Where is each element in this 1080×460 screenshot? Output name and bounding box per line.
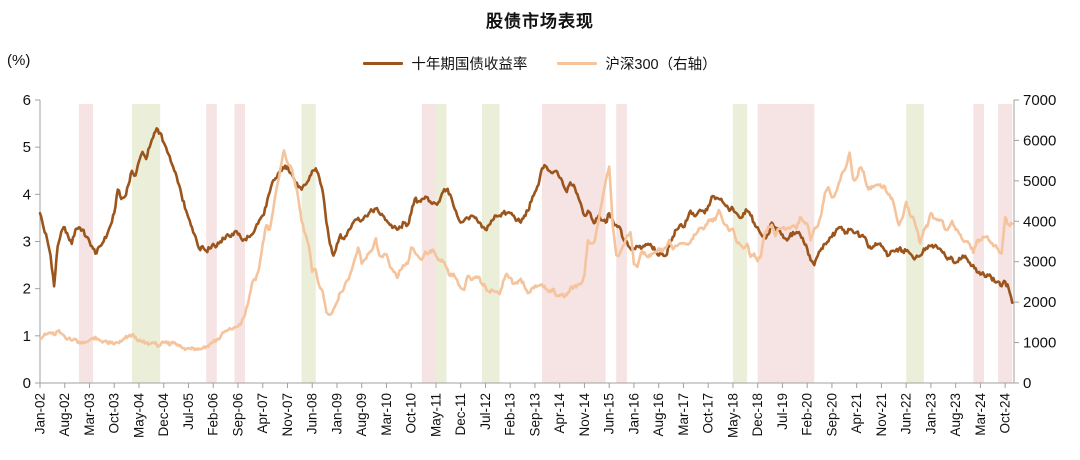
left-axis-unit-label: (%): [7, 52, 31, 69]
svg-text:Nov-14: Nov-14: [577, 393, 592, 437]
svg-text:Apr-14: Apr-14: [552, 393, 567, 434]
svg-text:7000: 7000: [1023, 92, 1056, 109]
svg-text:Oct-17: Oct-17: [701, 393, 716, 434]
chart-legend: 十年期国债收益率 沪深300（右轴）: [0, 53, 1080, 74]
svg-text:Sep-06: Sep-06: [230, 393, 245, 437]
svg-text:Jun-15: Jun-15: [602, 393, 617, 434]
svg-text:Jul-19: Jul-19: [775, 393, 790, 430]
svg-text:Dec-11: Dec-11: [453, 393, 468, 436]
chart-title: 股债市场表现: [486, 12, 594, 31]
svg-text:Mar-24: Mar-24: [973, 393, 988, 436]
svg-text:May-18: May-18: [725, 393, 740, 438]
svg-text:Aug-09: Aug-09: [354, 393, 369, 437]
svg-text:Oct-24: Oct-24: [998, 393, 1013, 434]
svg-text:2: 2: [23, 281, 31, 298]
svg-text:0: 0: [23, 375, 31, 392]
svg-text:Jul-05: Jul-05: [181, 393, 196, 430]
svg-text:Sep-13: Sep-13: [527, 393, 542, 437]
svg-text:3: 3: [23, 234, 31, 251]
svg-text:Aug-23: Aug-23: [948, 393, 963, 437]
svg-text:Dec-04: Dec-04: [156, 393, 171, 437]
svg-text:6: 6: [23, 92, 31, 109]
svg-text:Oct-10: Oct-10: [404, 393, 419, 434]
svg-text:4000: 4000: [1023, 213, 1056, 230]
svg-text:Jun-22: Jun-22: [899, 393, 914, 434]
csi300-line-swatch: [557, 61, 598, 66]
svg-text:Aug-02: Aug-02: [57, 393, 72, 437]
svg-text:Oct-03: Oct-03: [107, 393, 122, 434]
legend-label-treasury-yield: 十年期国债收益率: [411, 57, 528, 73]
svg-text:5: 5: [23, 139, 31, 156]
svg-text:2000: 2000: [1023, 294, 1056, 311]
svg-text:Feb-06: Feb-06: [206, 393, 221, 436]
svg-text:1000: 1000: [1023, 335, 1056, 352]
svg-text:Jun-08: Jun-08: [305, 393, 320, 434]
legend-item-treasury-yield: 十年期国债收益率: [363, 53, 527, 74]
svg-text:Jan-23: Jan-23: [923, 393, 938, 434]
svg-text:Jul-12: Jul-12: [478, 393, 493, 430]
svg-text:3000: 3000: [1023, 254, 1056, 271]
svg-text:Sep-20: Sep-20: [824, 393, 839, 437]
svg-text:1: 1: [23, 328, 31, 345]
svg-text:May-04: May-04: [131, 393, 146, 439]
svg-text:5000: 5000: [1023, 173, 1056, 190]
svg-text:4: 4: [23, 186, 31, 203]
legend-label-csi300: 沪深300（右轴）: [605, 57, 717, 73]
treasury-yield-line-swatch: [363, 61, 404, 66]
svg-text:Feb-20: Feb-20: [800, 393, 815, 436]
svg-text:Apr-21: Apr-21: [849, 393, 864, 434]
legend-item-csi300: 沪深300（右轴）: [557, 53, 717, 74]
svg-text:Jan-09: Jan-09: [329, 393, 344, 434]
svg-text:Jan-16: Jan-16: [626, 393, 641, 434]
svg-text:Jan-02: Jan-02: [33, 393, 48, 434]
svg-text:Mar-03: Mar-03: [82, 393, 97, 436]
svg-text:Aug-16: Aug-16: [651, 393, 666, 437]
svg-text:Apr-07: Apr-07: [255, 393, 270, 434]
svg-text:Feb-13: Feb-13: [503, 393, 518, 436]
svg-text:Mar-17: Mar-17: [676, 393, 691, 436]
svg-text:Mar-10: Mar-10: [379, 393, 394, 436]
svg-text:0: 0: [1023, 375, 1031, 392]
svg-text:May-11: May-11: [428, 393, 443, 437]
svg-text:Dec-18: Dec-18: [750, 393, 765, 437]
svg-text:6000: 6000: [1023, 132, 1056, 149]
svg-text:Nov-21: Nov-21: [874, 393, 889, 437]
svg-text:Nov-07: Nov-07: [280, 393, 295, 437]
